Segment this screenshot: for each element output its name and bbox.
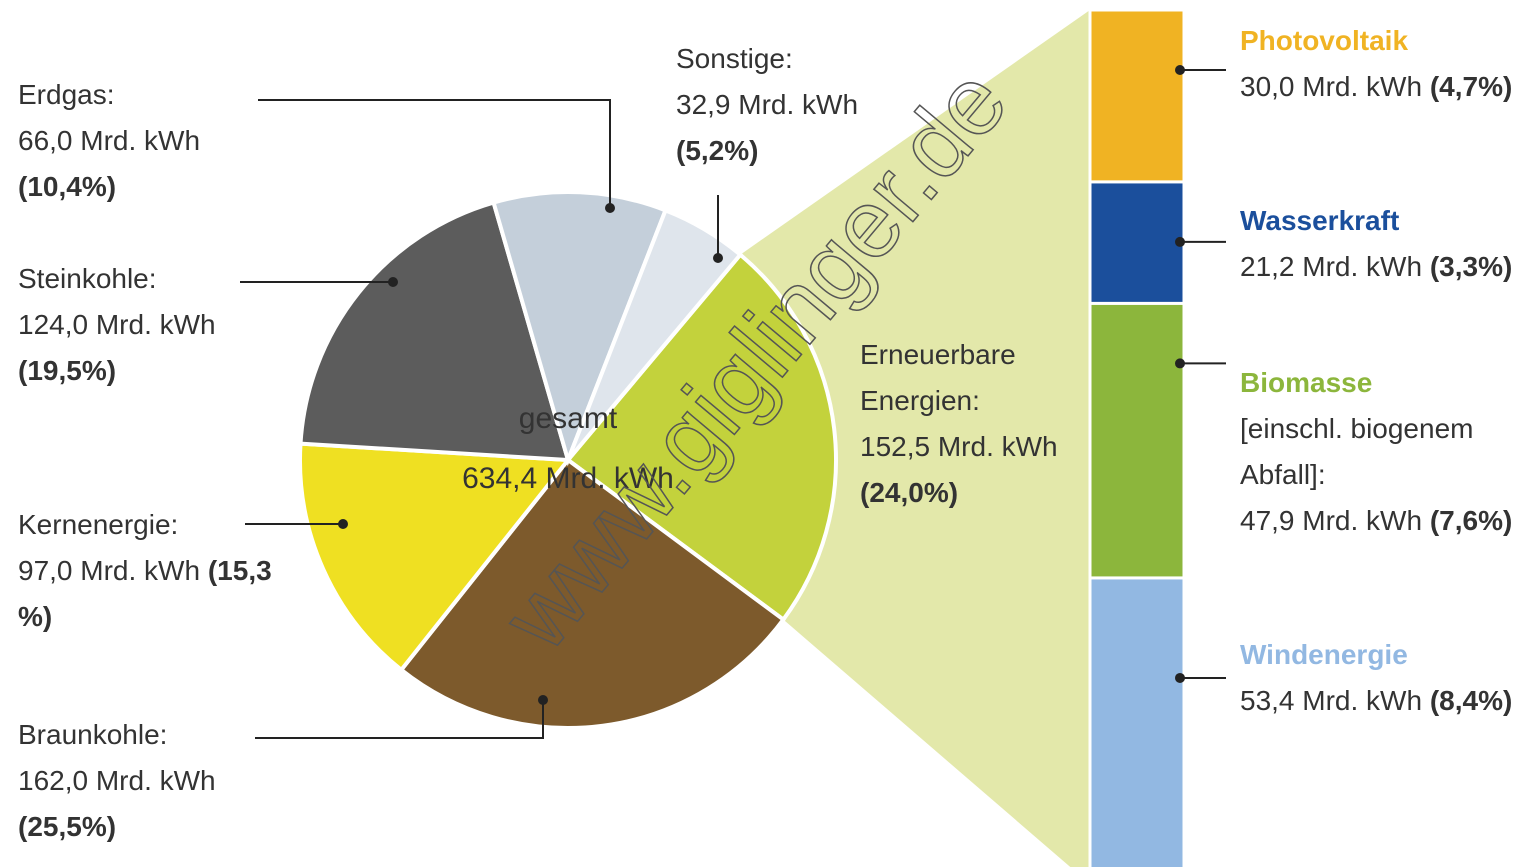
label: Windenergie 53,4 Mrd. kWh (8,4%) xyxy=(1240,632,1520,724)
value-label: 47,9 Mrd. kWh xyxy=(1240,505,1423,536)
value-label: 66,0 Mrd. kWh xyxy=(18,125,201,156)
category-label: Kernenergie: xyxy=(18,509,179,540)
pie-slice xyxy=(298,200,571,463)
pie-slice xyxy=(566,207,744,462)
category-label: Windenergie xyxy=(1240,639,1408,670)
value-label: 152,5 Mrd. kWh xyxy=(860,431,1058,462)
value-label: 97,0 Mrd. kWh xyxy=(18,555,201,586)
pie-slice xyxy=(491,190,669,467)
leader-line xyxy=(258,99,611,208)
leader-line xyxy=(255,700,544,739)
connector xyxy=(740,10,1090,867)
bar-segment xyxy=(1088,301,1186,580)
category-label: Sonstige: xyxy=(676,43,793,74)
label: Biomasse [einschl. biogenem Abfall]: 47,9 … xyxy=(1240,360,1520,544)
label: Erdgas: 66,0 Mrd. kWh (10,4%) xyxy=(18,72,268,210)
category-label: Wasserkraft xyxy=(1240,205,1400,236)
percent-label: (10,4%) xyxy=(18,171,117,202)
note: [einschl. biogenem Abfall]: xyxy=(1240,413,1474,490)
leader-dot xyxy=(713,253,723,263)
value-label: 53,4 Mrd. kWh xyxy=(1240,685,1423,716)
percent-label: (5,2%) xyxy=(676,135,759,166)
bar-segment xyxy=(1088,180,1186,305)
percent-label: (25,5%) xyxy=(18,811,117,842)
value-label: 162,0 Mrd. kWh xyxy=(18,765,216,796)
percent-label: (15,3 %) xyxy=(18,555,272,632)
leader-dot xyxy=(605,203,615,213)
leader-dot xyxy=(388,277,398,287)
pie-slice xyxy=(398,457,787,730)
value-label: 30,0 Mrd. kWh xyxy=(1240,71,1423,102)
value-label: 124,0 Mrd. kWh xyxy=(18,309,216,340)
percent-label: (4,7%) xyxy=(1429,71,1513,102)
category-label: Braunkohle: xyxy=(18,719,168,750)
label: Wasserkraft 21,2 Mrd. kWh (3,3%) xyxy=(1240,198,1520,290)
percent-label: (3,3%) xyxy=(1429,251,1513,282)
bar-segment xyxy=(1088,576,1186,867)
category-label: Erneuerbare Energien: xyxy=(860,339,1016,416)
percent-label: (24,0%) xyxy=(860,477,959,508)
pie-slice xyxy=(298,441,572,673)
label: Kernenergie: 97,0 Mrd. kWh (15,3 %) xyxy=(18,502,278,640)
category-label: Erdgas: xyxy=(18,79,115,110)
percent-label: (7,6%) xyxy=(1429,505,1513,536)
label: Steinkohle: 124,0 Mrd. kWh (19,5%) xyxy=(18,256,278,394)
center-label: gesamt xyxy=(518,402,618,435)
leader-dot xyxy=(538,695,548,705)
label: Braunkohle: 162,0 Mrd. kWh (25,5%) xyxy=(18,712,233,850)
total-label: 634,4 Mrd. kWh xyxy=(462,462,674,495)
value-label: 21,2 Mrd. kWh xyxy=(1240,251,1423,282)
percent-label: (8,4%) xyxy=(1429,685,1513,716)
value-label: 32,9 Mrd. kWh xyxy=(676,89,859,120)
pie-slice xyxy=(565,251,838,623)
category-label: Steinkohle: xyxy=(18,263,157,294)
leader-dot xyxy=(338,519,348,529)
label: Photovoltaik 30,0 Mrd. kWh (4,7%) xyxy=(1240,18,1520,110)
category-label: Biomasse xyxy=(1240,367,1373,398)
label: Erneuerbare Energien: 152,5 Mrd. kWh (24,… xyxy=(860,332,1060,516)
percent-label: (19,5%) xyxy=(18,355,117,386)
label: Sonstige: 32,9 Mrd. kWh (5,2%) xyxy=(676,36,916,174)
bar-segment xyxy=(1088,8,1186,184)
category-label: Photovoltaik xyxy=(1240,25,1409,56)
